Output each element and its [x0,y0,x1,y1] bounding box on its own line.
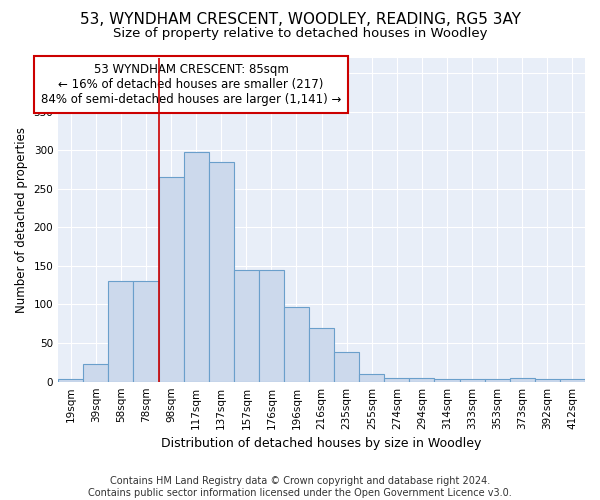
Bar [259,270,284,382]
Bar [133,282,158,382]
Bar [184,152,209,382]
Bar [535,380,560,382]
Bar [409,378,434,382]
Text: 53 WYNDHAM CRESCENT: 85sqm
← 16% of detached houses are smaller (217)
84% of sem: 53 WYNDHAM CRESCENT: 85sqm ← 16% of deta… [41,63,341,106]
Bar [209,162,234,382]
Bar [510,378,535,382]
X-axis label: Distribution of detached houses by size in Woodley: Distribution of detached houses by size … [161,437,482,450]
Bar [359,374,385,382]
Bar [385,378,409,382]
Bar [434,380,460,382]
Text: Size of property relative to detached houses in Woodley: Size of property relative to detached ho… [113,28,487,40]
Bar [334,352,359,382]
Bar [460,380,485,382]
Bar [158,177,184,382]
Bar [284,307,309,382]
Bar [309,328,334,382]
Bar [234,270,259,382]
Y-axis label: Number of detached properties: Number of detached properties [15,126,28,312]
Bar [58,380,83,382]
Bar [109,282,133,382]
Text: Contains HM Land Registry data © Crown copyright and database right 2024.
Contai: Contains HM Land Registry data © Crown c… [88,476,512,498]
Bar [560,380,585,382]
Bar [83,364,109,382]
Bar [485,380,510,382]
Text: 53, WYNDHAM CRESCENT, WOODLEY, READING, RG5 3AY: 53, WYNDHAM CRESCENT, WOODLEY, READING, … [79,12,521,28]
